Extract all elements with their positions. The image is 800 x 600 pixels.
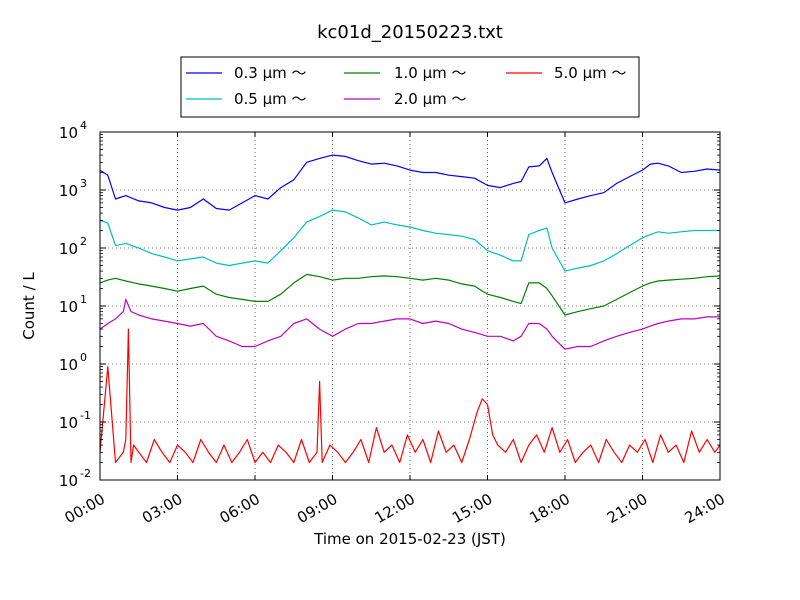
legend-label: 1.0 μm ～ [394,64,467,82]
legend-label: 0.5 μm ～ [234,90,307,108]
y-tick-label: 10 [59,240,78,258]
legend-item: 5.0 μm ～ [506,64,627,82]
y-tick-exponent: 3 [80,177,87,190]
chart-title: kc01d_20150223.txt [317,22,503,43]
legend-item: 0.3 μm ～ [186,64,307,82]
y-tick-exponent: 1 [80,293,87,306]
y-tick-label: 10 [59,356,78,374]
y-tick-exponent: -2 [80,467,91,480]
series-line-0 [99,154,721,211]
y-tick-exponent: 4 [80,119,87,132]
y-tick-exponent: -1 [80,409,91,422]
x-axis-label: Time on 2015-02-23 (JST) [313,530,506,548]
legend-label: 2.0 μm ～ [394,90,467,108]
y-tick-exponent: 0 [80,351,87,364]
legend-item: 0.5 μm ～ [186,90,307,108]
legend-box [180,56,640,118]
series-line-1 [99,209,720,272]
y-axis-label: Count / L [20,272,38,340]
legend-item: 1.0 μm ～ [344,64,467,82]
legend-label: 0.3 μm ～ [234,64,307,82]
grid [100,132,720,480]
y-tick-label: 10 [59,182,78,200]
series-line-2 [99,273,721,316]
legend: 0.3 μm ～ 0.5 μm ～ 1.0 μm ～ 2.0 μm ～ 5.0 … [180,56,640,118]
legend-label: 5.0 μm ～ [554,64,627,82]
y-tick-label: 10 [59,298,78,316]
series-line-4 [99,328,721,464]
y-tick-exponent: 2 [80,235,87,248]
y-tick-label: 10 [59,472,78,490]
series-layer [99,154,721,464]
y-tick-label: 10 [59,414,78,432]
series-line-3 [99,298,720,350]
legend-item: 2.0 μm ～ [344,90,467,108]
y-tick-label: 10 [59,124,78,142]
